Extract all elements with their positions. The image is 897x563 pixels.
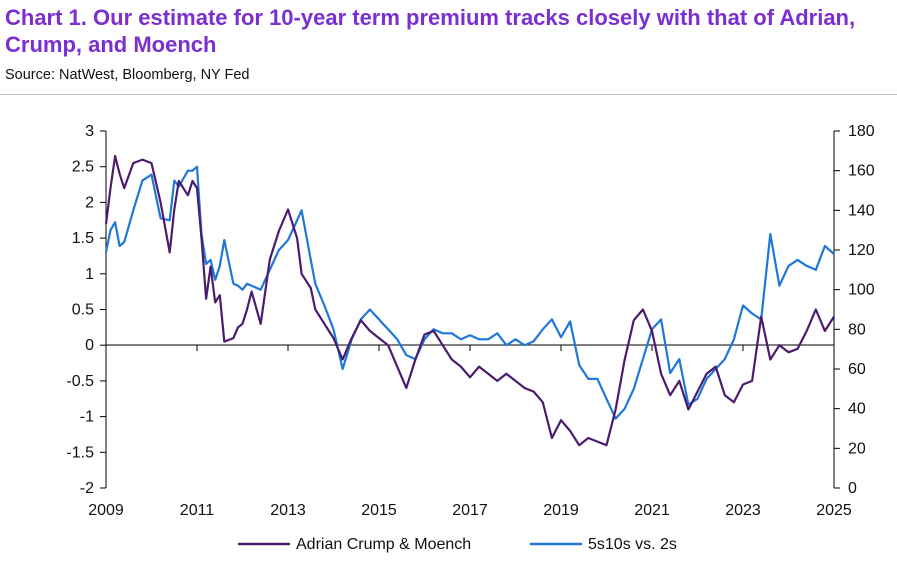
right-tick-label: 180 (848, 123, 875, 140)
right-tick-label: 120 (848, 242, 875, 259)
right-axis-ticks: 180 160 140 120 100 80 60 40 20 0 (834, 123, 875, 497)
left-tick-label: -0.5 (66, 373, 94, 390)
x-tick-label: 2009 (88, 502, 124, 519)
left-tick-label: 1.5 (72, 230, 94, 247)
left-tick-label: 1 (85, 266, 94, 283)
left-tick-label: 2.5 (72, 159, 94, 176)
left-tick-label: 0 (85, 337, 94, 354)
x-tick-label: 2015 (361, 502, 397, 519)
legend-label-adrian-crump-moench: Adrian Crump & Moench (296, 536, 471, 553)
chart-source: Source: NatWest, Bloomberg, NY Fed (5, 67, 250, 83)
right-tick-label: 100 (848, 282, 875, 299)
x-tick-label: 2019 (543, 502, 579, 519)
left-tick-label: -2 (80, 480, 94, 497)
left-axis-ticks: 3 2.5 2 1.5 1 0.5 0 -0.5 -1 -1.5 -2 (66, 123, 106, 497)
series-line-5s10s-vs-2s (104, 165, 835, 420)
series-lines (104, 154, 835, 447)
right-tick-label: 60 (848, 361, 866, 378)
x-tick-label: 2017 (452, 502, 488, 519)
left-tick-label: 2 (85, 194, 94, 211)
legend-label-5s10s-vs-2s: 5s10s vs. 2s (588, 536, 677, 553)
left-tick-label: 0.5 (72, 302, 94, 319)
right-tick-label: 0 (848, 480, 857, 497)
right-tick-label: 40 (848, 401, 866, 418)
x-tick-label: 2023 (725, 502, 761, 519)
left-tick-label: 3 (85, 123, 94, 140)
legend: Adrian Crump & Moench 5s10s vs. 2s (238, 536, 677, 553)
x-tick-label: 2011 (180, 502, 215, 519)
right-tick-label: 160 (848, 163, 875, 180)
left-tick-label: -1.5 (66, 444, 94, 461)
right-tick-label: 140 (848, 202, 875, 219)
left-tick-label: -1 (80, 409, 94, 426)
x-axis-ticks: 2009 2011 2013 2015 2017 2019 2021 2023 2025 (88, 345, 852, 519)
series-line-adrian-crump-moench (104, 154, 835, 447)
chart-title: Chart 1. Our estimate for 10-year term p… (5, 5, 856, 57)
x-tick-label: 2025 (816, 502, 852, 519)
right-tick-label: 20 (848, 440, 866, 457)
title-divider (0, 94, 897, 95)
right-tick-label: 80 (848, 321, 866, 338)
x-tick-label: 2013 (270, 502, 306, 519)
x-tick-label: 2021 (634, 502, 670, 519)
